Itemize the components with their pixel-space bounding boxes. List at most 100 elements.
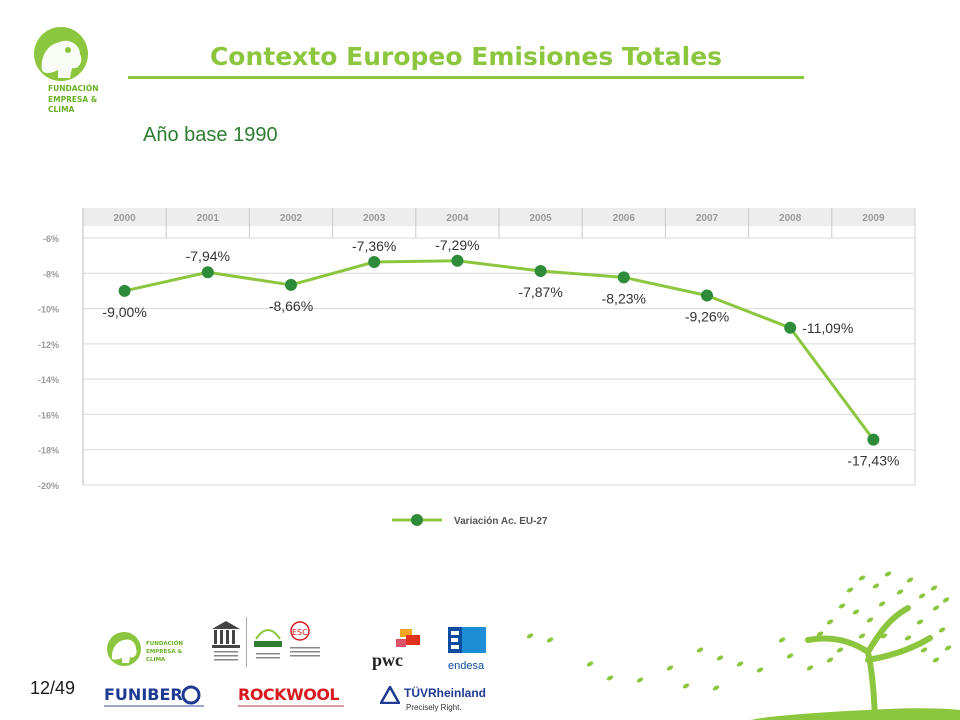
leaf-shape <box>916 619 924 625</box>
svg-text:CLIMA: CLIMA <box>146 657 166 663</box>
leaf-shape <box>778 637 786 643</box>
sponsor-logos: FUNDACIÓN EMPRESA & CLIMA ESC FUNIBER RO… <box>100 615 520 720</box>
svg-text:FUNDACIÓN: FUNDACIÓN <box>146 640 183 647</box>
tree-shape-icon <box>41 40 82 78</box>
data-point <box>867 433 880 446</box>
endesa-logo: endesa <box>448 627 488 672</box>
pwc-logo: pwc <box>372 627 432 670</box>
data-label: -8,23% <box>602 290 646 306</box>
leaf-shape <box>682 683 690 689</box>
y-tick-label: -12% <box>38 340 59 350</box>
brand-line-2: EMPRESA & <box>48 94 98 104</box>
brand-line-3: CLIMA <box>48 105 75 114</box>
tuv-tagline: Precisely Right. <box>406 703 462 712</box>
svg-text:ESC: ESC <box>292 628 308 637</box>
leaf-shape <box>942 597 950 603</box>
x-tick-label: 2009 <box>862 213 885 224</box>
page-subtitle: Año base 1990 <box>143 124 278 146</box>
leaf-shape <box>756 667 764 673</box>
leaf-shape <box>932 605 940 611</box>
x-tick-label: 2001 <box>197 213 220 224</box>
data-label: -7,29% <box>435 237 479 253</box>
unesco-logo <box>212 621 240 661</box>
y-tick-label: -14% <box>38 375 59 385</box>
leaf-shape <box>932 657 940 663</box>
leaf-shape <box>636 677 644 683</box>
chart-svg: 2000 2001 2002 2003 2004 2005 2006 2007 2008 2009… <box>38 208 916 527</box>
brand-line-1: FUNDACIÓN <box>48 84 99 93</box>
leaf-shape <box>826 619 834 625</box>
leaf-shape <box>826 657 834 663</box>
leaf-shape <box>806 665 814 671</box>
leaf-shape <box>880 633 888 639</box>
data-point <box>617 271 630 284</box>
x-tick-label: 2002 <box>280 213 303 224</box>
legend-label: Variación Ac. EU-27 <box>454 516 548 527</box>
leaf-shape <box>920 647 928 653</box>
data-point <box>285 278 297 291</box>
leaf-shape <box>858 633 866 639</box>
data-label: -9,26% <box>685 309 729 325</box>
leaf-shape <box>918 593 926 599</box>
tuv-logo: TÜVRheinland Precisely Right. <box>380 686 500 716</box>
leaf-shape <box>526 633 534 639</box>
leaf-shape <box>906 577 914 583</box>
fec-small-logo: FUNDACIÓN EMPRESA & CLIMA <box>107 632 183 666</box>
tuv-label: TÜVRheinland <box>404 686 487 700</box>
endesa-label: endesa <box>448 660 485 672</box>
y-tick-label: -16% <box>38 410 59 420</box>
rockwool-logo: ROCKWOOL <box>238 685 340 704</box>
leaf-shape <box>858 575 866 581</box>
rockwool-label: ROCKWOOL <box>238 685 340 704</box>
leaf-shape <box>890 615 898 621</box>
tuv-triangle-icon <box>380 686 400 704</box>
funiber-label: FUNIBER <box>104 685 183 704</box>
data-point <box>784 321 797 334</box>
unitwin-logo <box>254 629 282 659</box>
leaf-shape <box>852 609 860 615</box>
x-tick-label: 2005 <box>529 213 552 224</box>
x-tick-label: 2007 <box>696 213 719 224</box>
leaf-shape <box>896 589 904 595</box>
data-label: -8,66% <box>269 298 313 314</box>
esc-logo: ESC <box>290 621 320 657</box>
leaf-shape <box>786 653 794 659</box>
y-tick-label: -18% <box>38 446 59 456</box>
data-point <box>451 254 464 267</box>
leaf-shape <box>666 665 674 671</box>
series-line <box>124 259 875 441</box>
leaf-shape <box>546 637 554 643</box>
leaf-shape <box>872 583 880 589</box>
data-label: -9,00% <box>102 304 146 320</box>
data-point <box>534 264 547 277</box>
leaf-shape <box>736 661 744 667</box>
y-tick-label: -8% <box>43 269 59 279</box>
page-number: 12/49 <box>30 678 76 698</box>
leaf-shape <box>816 631 824 637</box>
data-label: -17,43% <box>847 453 899 469</box>
x-tick-label: 2008 <box>779 213 802 224</box>
title-underline <box>128 76 804 79</box>
leaf-shape <box>944 645 952 651</box>
x-tick-label: 2003 <box>363 213 386 224</box>
emissions-line-chart: 2000 2001 2002 2003 2004 2005 2006 2007 2008 2009… <box>0 195 960 545</box>
x-tick-label: 2000 <box>113 213 136 224</box>
leaf-shape <box>884 571 892 577</box>
pwc-label: pwc <box>372 650 403 670</box>
leaf-shape <box>838 603 846 609</box>
y-tick-label: -6% <box>43 234 59 244</box>
data-label: -11,09% <box>802 320 853 336</box>
leaf-shape <box>878 601 886 607</box>
data-point <box>368 255 381 268</box>
leaf-shape <box>696 647 704 653</box>
leaf-shape <box>836 647 844 653</box>
leaf-shape <box>902 607 910 613</box>
y-tick-label: -20% <box>38 481 59 491</box>
leaf-shape <box>938 627 946 633</box>
leaf-shape <box>866 617 874 623</box>
x-tick-label: 2004 <box>446 213 469 224</box>
leaf-shape <box>846 587 854 593</box>
data-label: -7,87% <box>518 284 562 300</box>
legend-marker <box>411 514 423 526</box>
leaf-shape <box>904 635 912 641</box>
